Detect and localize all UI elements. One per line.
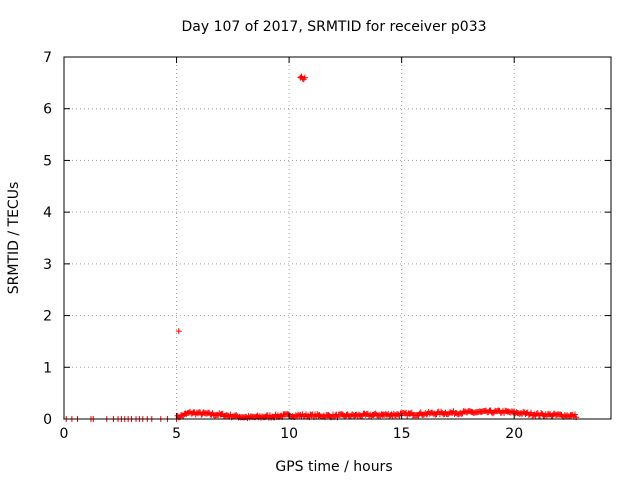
- y-tick-label: 7: [43, 50, 52, 66]
- data-point: [301, 74, 308, 81]
- x-tick-label: 20: [505, 426, 523, 442]
- ticks: 0 5 10 15 20 0 1 2 3 4 5 6 7: [43, 50, 611, 442]
- y-tick-label: 5: [43, 153, 52, 169]
- y-tick-label: 6: [43, 102, 52, 118]
- grid: [64, 57, 611, 419]
- y-axis-label: SRMTID / TECUs: [6, 182, 22, 295]
- y-tick-label: 3: [43, 257, 52, 273]
- data-point: [571, 411, 578, 418]
- data-point: [175, 328, 182, 335]
- y-tick-label: 4: [43, 205, 52, 221]
- chart-title: Day 107 of 2017, SRMTID for receiver p03…: [181, 19, 486, 35]
- plot-border: [63, 56, 612, 420]
- x-tick-label: 15: [393, 426, 411, 442]
- y-tick-label: 0: [43, 412, 52, 428]
- x-axis-label: GPS time / hours: [275, 459, 392, 475]
- y-tick-label: 2: [43, 309, 52, 325]
- data-series: [63, 73, 580, 422]
- y-tick-label: 1: [43, 360, 52, 376]
- x-tick-label: 5: [172, 426, 181, 442]
- x-tick-label: 0: [60, 426, 69, 442]
- x-tick-label: 10: [280, 426, 298, 442]
